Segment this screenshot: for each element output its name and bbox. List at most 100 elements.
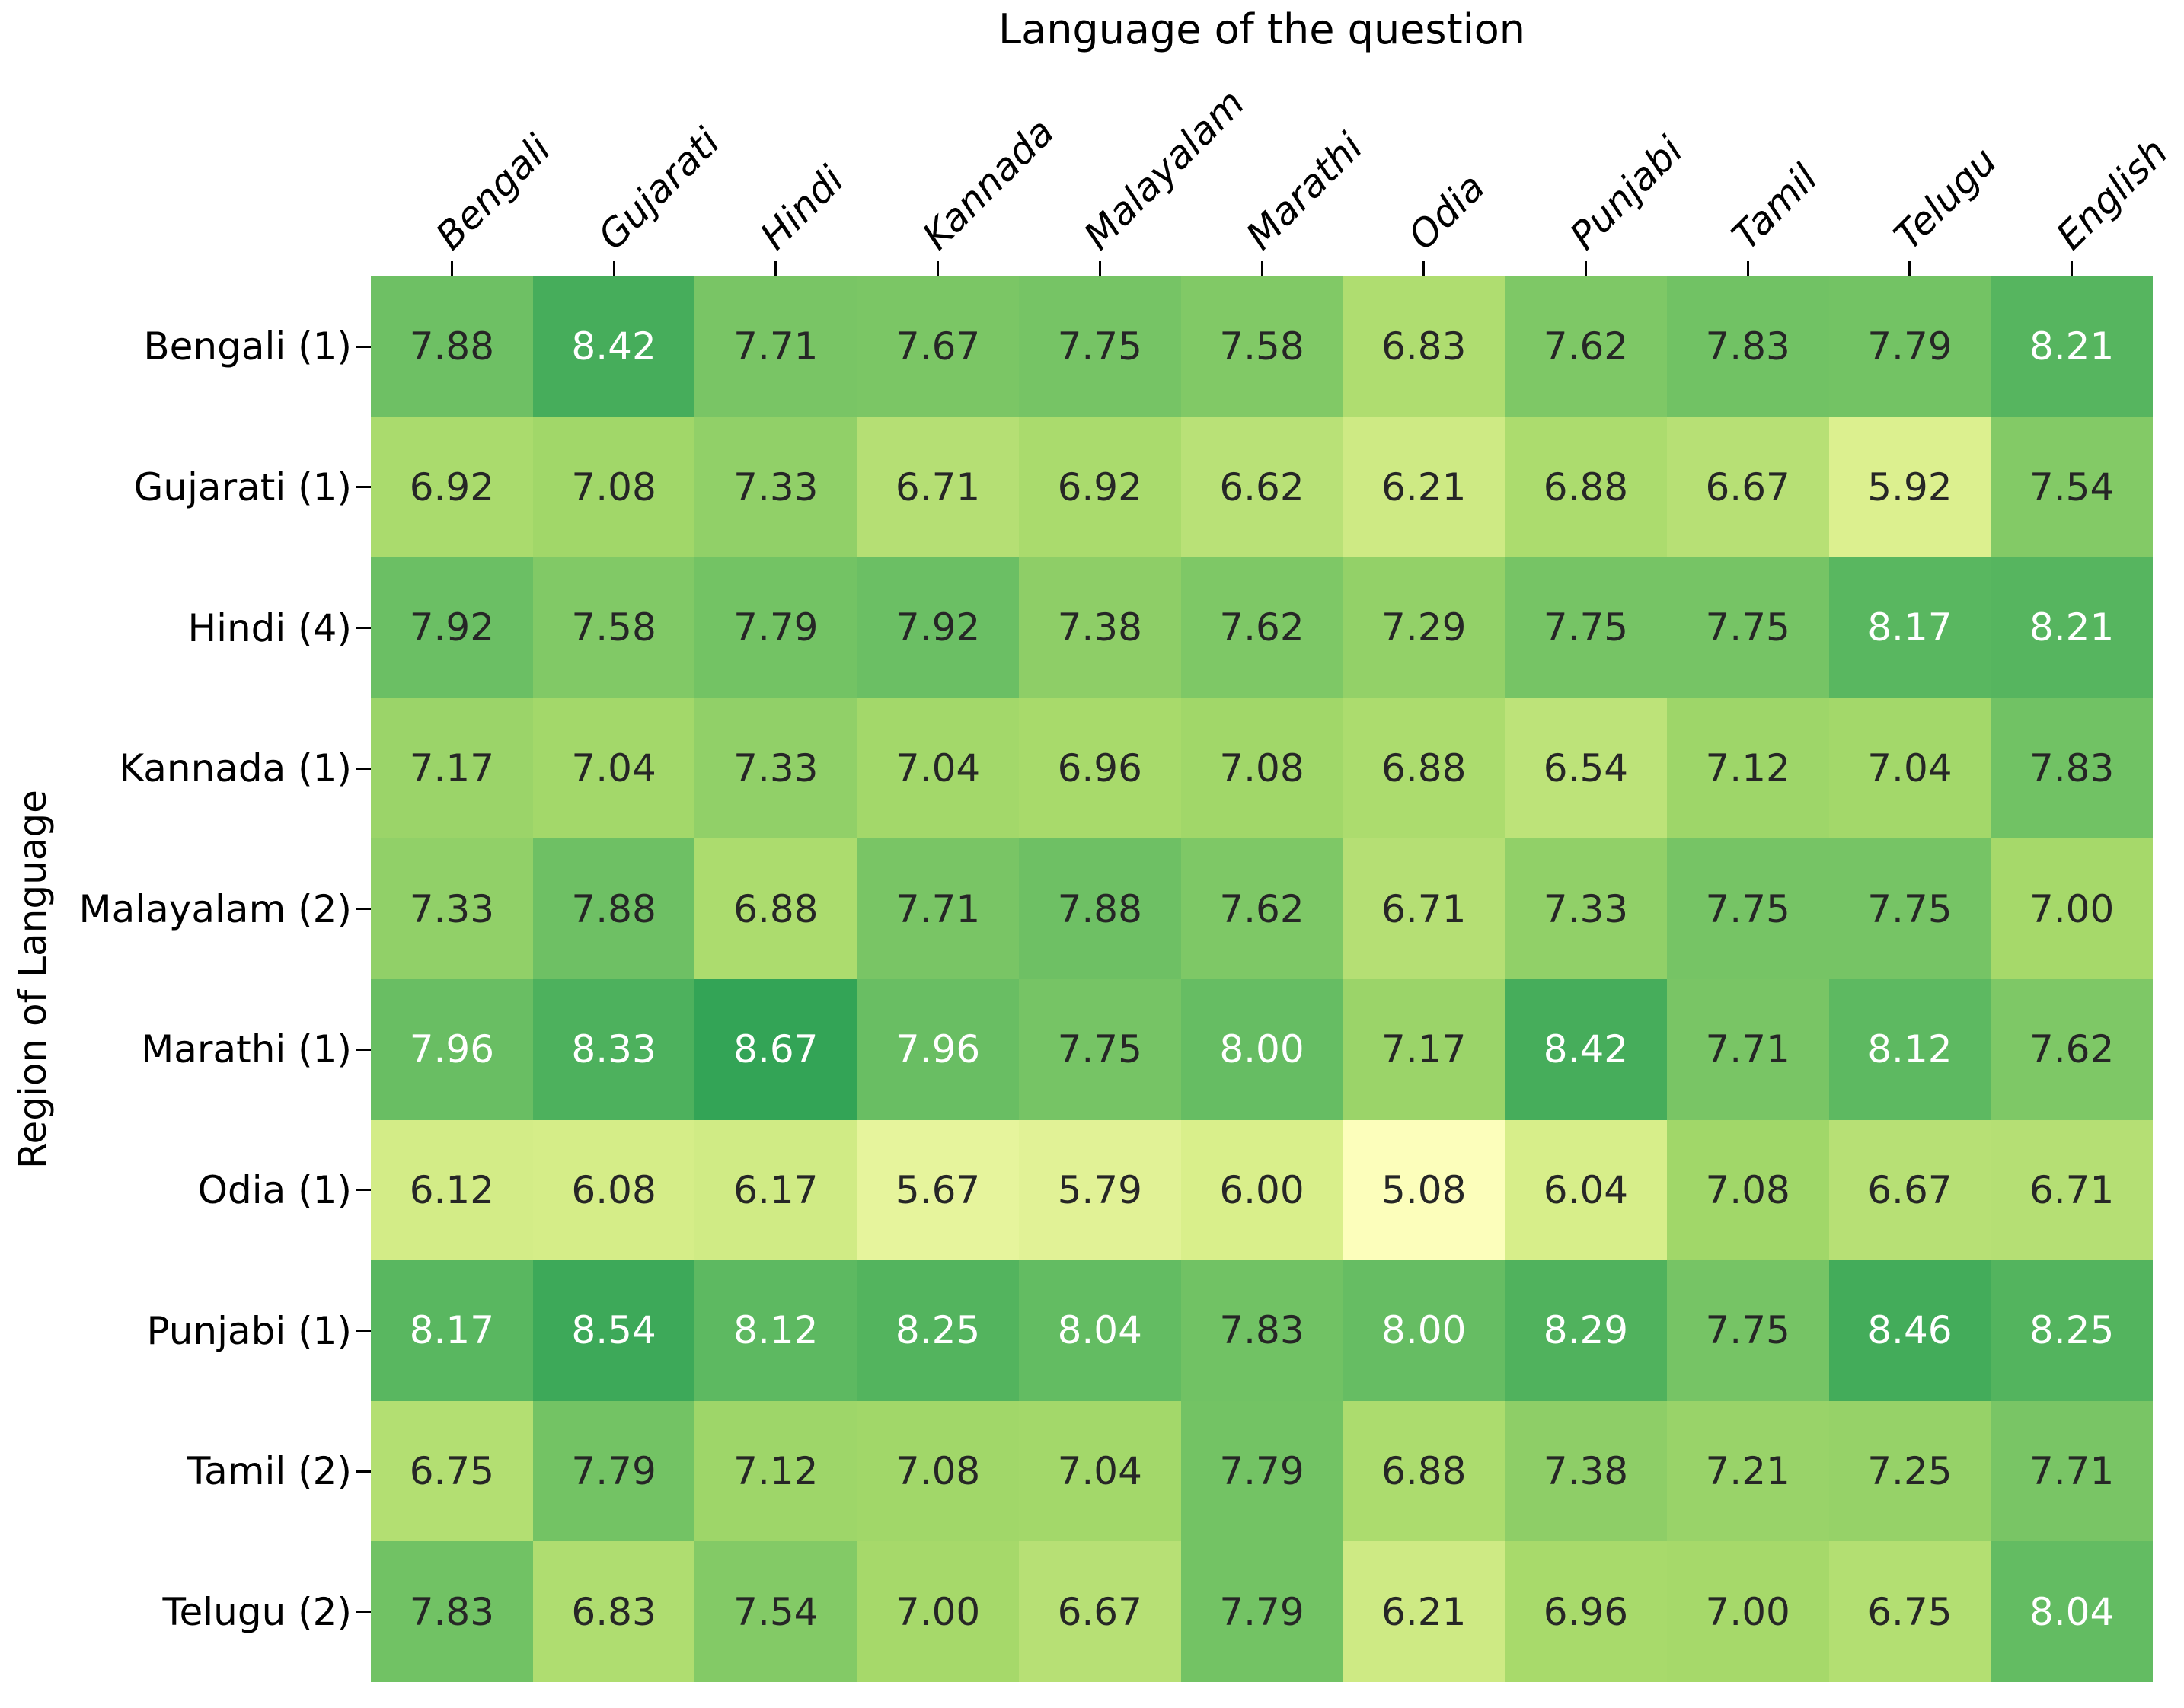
heatmap-cell: 7.38	[1018, 557, 1181, 698]
heatmap-cell: 8.21	[1991, 276, 2153, 417]
heatmap-cell: 7.17	[371, 698, 533, 839]
y-tick-label: Tamil (2)	[187, 1449, 352, 1494]
heatmap-cell: 5.08	[1343, 1119, 1505, 1261]
x-tick-mark	[1746, 261, 1749, 276]
heatmap-cell: 7.33	[1505, 838, 1667, 979]
heatmap-cell: 7.62	[1180, 838, 1343, 979]
x-tick-label: Kannada	[913, 110, 1063, 259]
y-tick-mark	[356, 908, 371, 911]
heatmap-cell: 7.00	[857, 1541, 1019, 1682]
x-tick-mark	[937, 261, 940, 276]
heatmap-cell: 6.96	[1505, 1541, 1667, 1682]
heatmap-cell: 8.04	[1991, 1541, 2153, 1682]
x-tick-mark	[1260, 261, 1263, 276]
heatmap-cell: 7.38	[1505, 1400, 1667, 1542]
heatmap-cell: 6.88	[694, 838, 857, 979]
heatmap-cell: 6.92	[1018, 417, 1181, 558]
y-tick-label: Kannada (1)	[119, 746, 352, 791]
heatmap-cell: 6.92	[371, 417, 533, 558]
x-tick-label: Gujarati	[589, 120, 729, 259]
heatmap-cell: 6.83	[532, 1541, 695, 1682]
y-tick-mark	[356, 486, 371, 489]
heatmap-cell: 6.62	[1180, 417, 1343, 558]
heatmap-cell: 7.08	[1180, 698, 1343, 839]
heatmap-cell: 7.29	[1343, 557, 1505, 698]
heatmap-cell: 7.58	[1180, 276, 1343, 417]
heatmap-cell: 7.04	[1018, 1400, 1181, 1542]
heatmap-cell: 7.71	[857, 838, 1019, 979]
heatmap-cell: 7.83	[1991, 698, 2153, 839]
heatmap-cell: 7.71	[1991, 1400, 2153, 1542]
x-tick-mark	[1584, 261, 1587, 276]
heatmap-cell: 7.88	[532, 838, 695, 979]
heatmap-cell: 7.54	[694, 1541, 857, 1682]
y-tick-mark	[356, 1048, 371, 1051]
heatmap-cell: 7.79	[1180, 1400, 1343, 1542]
heatmap-cell: 8.67	[694, 979, 857, 1120]
heatmap-cell: 8.25	[857, 1260, 1019, 1401]
heatmap-cell: 7.62	[1180, 557, 1343, 698]
heatmap-cell: 8.21	[1991, 557, 2153, 698]
heatmap-cell: 7.96	[857, 979, 1019, 1120]
y-tick-mark	[356, 345, 371, 348]
heatmap-cell: 6.21	[1343, 417, 1505, 558]
heatmap-cell: 5.92	[1828, 417, 1991, 558]
heatmap-cell: 7.75	[1505, 557, 1667, 698]
heatmap-cell: 7.04	[532, 698, 695, 839]
y-tick-mark	[356, 767, 371, 770]
x-tick-label: Hindi	[752, 158, 853, 259]
y-tick-label: Bengali (1)	[143, 324, 352, 369]
x-tick-label: Malayalam	[1075, 81, 1253, 259]
x-tick-label: Odia	[1399, 164, 1493, 259]
heatmap-cell: 8.17	[371, 1260, 533, 1401]
heatmap-cell: 6.67	[1018, 1541, 1181, 1682]
y-tick-label: Marathi (1)	[141, 1027, 352, 1072]
heatmap-cell: 7.62	[1991, 979, 2153, 1120]
heatmap-cell: 6.21	[1343, 1541, 1505, 1682]
x-tick-mark	[774, 261, 777, 276]
heatmap-cell: 7.04	[857, 698, 1019, 839]
y-tick-mark	[356, 1611, 371, 1614]
x-tick-label: English	[2047, 129, 2176, 259]
heatmap-cell: 5.67	[857, 1119, 1019, 1261]
heatmap-cell: 7.79	[1828, 276, 1991, 417]
heatmap-cell: 6.83	[1343, 276, 1505, 417]
heatmap-cell: 6.00	[1180, 1119, 1343, 1261]
y-tick-label: Malayalam (2)	[78, 886, 353, 931]
heatmap-cell: 7.92	[857, 557, 1019, 698]
heatmap-cell: 7.83	[371, 1541, 533, 1682]
heatmap-cell: 8.17	[1828, 557, 1991, 698]
heatmap-cell: 7.96	[371, 979, 533, 1120]
heatmap-cell: 7.58	[532, 557, 695, 698]
heatmap-cell: 7.33	[694, 698, 857, 839]
heatmap-cell: 7.92	[371, 557, 533, 698]
y-tick-mark	[356, 1189, 371, 1192]
heatmap-cell: 7.54	[1991, 417, 2153, 558]
heatmap-cell: 7.75	[1018, 276, 1181, 417]
heatmap-cell: 7.12	[694, 1400, 857, 1542]
heatmap-cell: 7.33	[371, 838, 533, 979]
heatmap-cell: 7.04	[1828, 698, 1991, 839]
x-tick-mark	[612, 261, 615, 276]
heatmap-cell: 8.12	[1828, 979, 1991, 1120]
heatmap-cell: 7.67	[857, 276, 1019, 417]
heatmap-cell: 7.00	[1666, 1541, 1829, 1682]
x-tick-mark	[2071, 261, 2074, 276]
heatmap-cell: 6.54	[1505, 698, 1667, 839]
heatmap-cell: 7.71	[1666, 979, 1829, 1120]
heatmap-cell: 6.88	[1505, 417, 1667, 558]
y-tick-mark	[356, 1330, 371, 1332]
heatmap-cell: 7.75	[1828, 838, 1991, 979]
heatmap-cell: 6.88	[1343, 1400, 1505, 1542]
heatmap-cell: 6.17	[694, 1119, 857, 1261]
heatmap-cell: 7.79	[694, 557, 857, 698]
heatmap-cell: 7.00	[1991, 838, 2153, 979]
heatmap-cell: 7.71	[694, 276, 857, 417]
heatmap-cell: 7.25	[1828, 1400, 1991, 1542]
heatmap-cell: 7.21	[1666, 1400, 1829, 1542]
x-tick-label: Telugu	[1885, 139, 2006, 259]
heatmap-grid: 7.88 8.42 7.71 7.67 7.75 7.58 6.83 7.62 7.83 7.79…	[371, 276, 2153, 1682]
y-tick-label: Gujarati (1)	[133, 465, 352, 509]
heatmap-cell: 7.83	[1666, 276, 1829, 417]
chart-title: Language of the question	[998, 5, 1525, 53]
